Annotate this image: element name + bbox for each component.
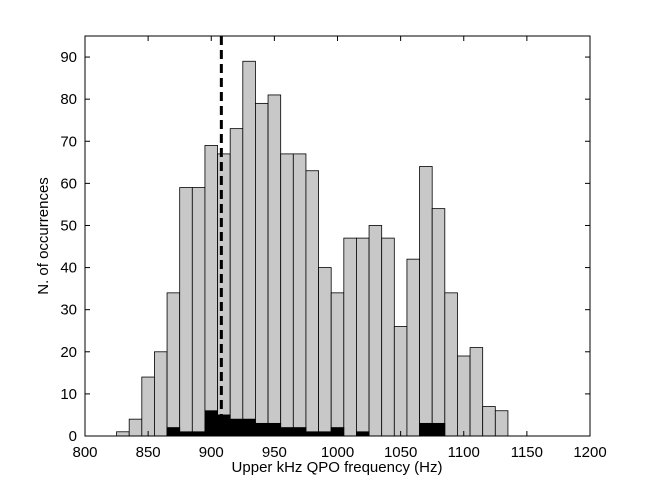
x-axis-label: Upper kHz QPO frequency (Hz) bbox=[232, 459, 443, 476]
bar bbox=[191, 187, 206, 437]
bar bbox=[242, 60, 256, 437]
bar bbox=[343, 237, 357, 437]
bar bbox=[406, 258, 420, 437]
bar bbox=[255, 102, 269, 437]
bar bbox=[280, 427, 294, 437]
bar bbox=[229, 418, 244, 437]
bar bbox=[356, 431, 370, 437]
bar bbox=[179, 187, 193, 437]
bar bbox=[381, 237, 395, 437]
bar bbox=[204, 145, 218, 437]
bar bbox=[166, 292, 181, 437]
bar bbox=[280, 153, 294, 437]
x-tick-label: 1200 bbox=[573, 444, 606, 461]
bar bbox=[356, 237, 370, 437]
x-tick-label: 850 bbox=[136, 444, 161, 461]
bar bbox=[318, 431, 332, 437]
y-tick-label: 30 bbox=[60, 302, 77, 319]
bar bbox=[393, 326, 408, 437]
y-tick-label: 60 bbox=[60, 175, 77, 192]
bar bbox=[141, 376, 155, 437]
bar bbox=[494, 410, 509, 437]
y-tick-label: 70 bbox=[60, 133, 77, 150]
bar bbox=[229, 128, 244, 437]
x-tick-label: 1050 bbox=[384, 444, 417, 461]
bar bbox=[154, 351, 168, 437]
y-tick-label: 80 bbox=[60, 91, 77, 108]
bar bbox=[305, 170, 319, 437]
bar bbox=[255, 422, 269, 437]
bar bbox=[217, 153, 231, 437]
bar bbox=[330, 292, 345, 437]
bar bbox=[318, 267, 332, 437]
bar bbox=[368, 225, 383, 437]
bar bbox=[419, 166, 433, 437]
bar bbox=[444, 292, 458, 437]
y-tick-label: 10 bbox=[60, 386, 77, 403]
bar bbox=[469, 347, 484, 437]
bar bbox=[431, 422, 446, 437]
y-tick-label: 40 bbox=[60, 260, 77, 277]
x-tick-label: 1100 bbox=[448, 444, 480, 461]
bar bbox=[419, 422, 433, 437]
y-tick-label: 0 bbox=[69, 428, 77, 445]
bar bbox=[116, 431, 130, 437]
bar bbox=[305, 431, 319, 437]
bar bbox=[217, 414, 231, 437]
y-tick-label: 50 bbox=[60, 217, 77, 234]
bar bbox=[482, 406, 496, 437]
x-tick-label: 800 bbox=[72, 444, 97, 461]
bar bbox=[128, 418, 143, 437]
x-tick-label: 900 bbox=[199, 444, 224, 461]
x-tick-label: 1150 bbox=[511, 444, 543, 461]
bar bbox=[431, 208, 446, 437]
y-axis-label: N. of occurrences bbox=[35, 177, 52, 295]
bar bbox=[179, 431, 193, 437]
bar bbox=[267, 94, 282, 437]
bar bbox=[191, 431, 206, 437]
x-tick-label: 1000 bbox=[321, 444, 354, 461]
y-tick-label: 90 bbox=[60, 49, 77, 66]
bar bbox=[292, 427, 307, 437]
bar bbox=[292, 153, 307, 437]
bar bbox=[457, 355, 471, 437]
y-tick-label: 20 bbox=[60, 344, 77, 361]
bar bbox=[242, 418, 256, 437]
x-tick-label: 950 bbox=[262, 444, 287, 461]
bar bbox=[166, 427, 181, 437]
